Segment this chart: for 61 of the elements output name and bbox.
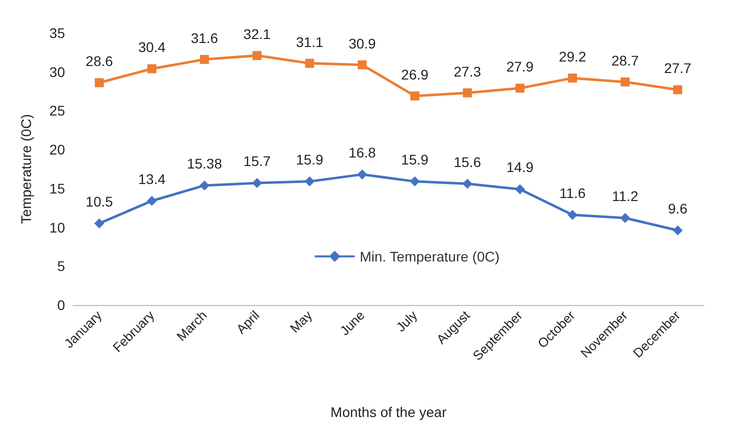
point (252, 51, 262, 60)
y-axis-title: Temperature (0C) (18, 114, 34, 224)
data-label: 15.38 (186, 155, 222, 172)
data-label: 28.6 (86, 53, 114, 70)
point (94, 78, 104, 88)
y-tick-label: 30 (49, 64, 66, 80)
point (94, 218, 104, 228)
point (462, 88, 472, 98)
legend-label: Min. Temperature (0C) (360, 248, 500, 264)
data-label: 9.6 (668, 200, 688, 216)
point (200, 54, 209, 64)
data-label: 30.9 (348, 35, 376, 52)
x-tick-label: May (286, 307, 316, 336)
point (462, 178, 472, 189)
point (410, 91, 420, 100)
y-tick-label: 0 (57, 297, 66, 313)
x-axis-title: Months of the year (330, 404, 447, 420)
data-label: 15.6 (454, 154, 482, 170)
point (410, 176, 420, 186)
point (357, 169, 368, 180)
data-label: 27.9 (506, 58, 534, 75)
point (305, 58, 314, 68)
point (358, 60, 367, 70)
x-tick-label: July (393, 307, 420, 335)
data-label: 32.1 (243, 26, 271, 42)
point (515, 84, 524, 93)
data-label: 13.4 (138, 170, 166, 187)
data-label: 15.7 (243, 152, 271, 169)
y-tick-label: 35 (49, 25, 66, 41)
data-label: 27.3 (454, 63, 482, 80)
point (620, 77, 630, 86)
y-tick-label: 15 (49, 180, 66, 196)
data-label: 29.2 (558, 48, 586, 65)
data-label: 14.9 (506, 159, 534, 176)
data-label: 16.8 (348, 144, 376, 160)
data-label: 31.1 (296, 34, 324, 50)
data-label: 11.2 (612, 188, 638, 204)
data-label: 30.4 (138, 39, 166, 56)
point (672, 225, 683, 236)
point (252, 178, 262, 188)
point (146, 196, 157, 206)
point (514, 184, 525, 194)
point (568, 210, 578, 220)
data-label: 15.9 (296, 151, 324, 168)
data-label: 28.7 (612, 52, 639, 68)
point (620, 212, 630, 223)
point (147, 64, 156, 74)
y-tick-label: 5 (57, 258, 66, 274)
y-tick-label: 25 (49, 102, 66, 119)
point (568, 74, 578, 83)
data-label: 10.5 (86, 193, 114, 210)
data-label: 15.9 (401, 151, 429, 168)
data-label: 27.7 (664, 60, 692, 76)
point (199, 180, 210, 190)
y-tick-label: 10 (49, 219, 66, 236)
data-label: 26.9 (401, 66, 429, 82)
point (673, 85, 682, 94)
data-label: 11.6 (559, 184, 586, 201)
data-label: 31.6 (190, 30, 218, 46)
point (304, 176, 315, 186)
y-tick-label: 20 (49, 142, 66, 158)
